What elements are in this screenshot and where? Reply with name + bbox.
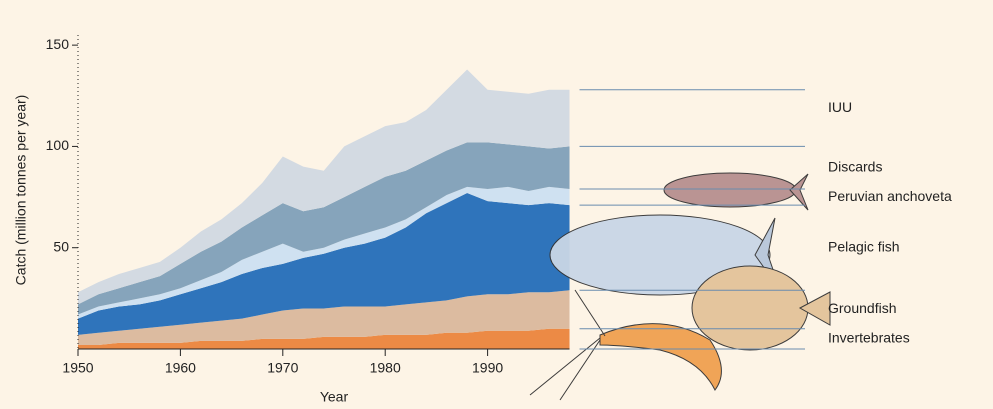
legend-label: Discards: [828, 158, 882, 174]
x-tick-label: 1960: [165, 360, 196, 376]
legend-label: Pelagic fish: [828, 238, 900, 254]
legend-label: Invertebrates: [828, 330, 910, 346]
x-axis-label: Year: [320, 389, 349, 405]
x-tick-label: 1950: [62, 360, 93, 376]
groundfish-drawing: [692, 266, 808, 350]
y-tick-label: 50: [53, 238, 69, 254]
x-tick-label: 1990: [472, 360, 503, 376]
legend-label: Groundfish: [828, 300, 896, 316]
x-tick-label: 1980: [370, 360, 401, 376]
y-tick-label: 150: [46, 36, 70, 52]
chart: Catch (million tonnes per year) Year 50 1…: [0, 0, 993, 409]
anchoveta-drawing: [664, 173, 796, 207]
x-tick-label: 1970: [267, 360, 298, 376]
y-tick-label: 100: [46, 137, 70, 153]
page: Catch (million tonnes per year) Year 50 1…: [0, 0, 993, 409]
y-axis-label: Catch (million tonnes per year): [13, 95, 29, 286]
legend-label: Peruvian anchoveta: [828, 188, 952, 204]
legend-label: IUU: [828, 99, 852, 115]
